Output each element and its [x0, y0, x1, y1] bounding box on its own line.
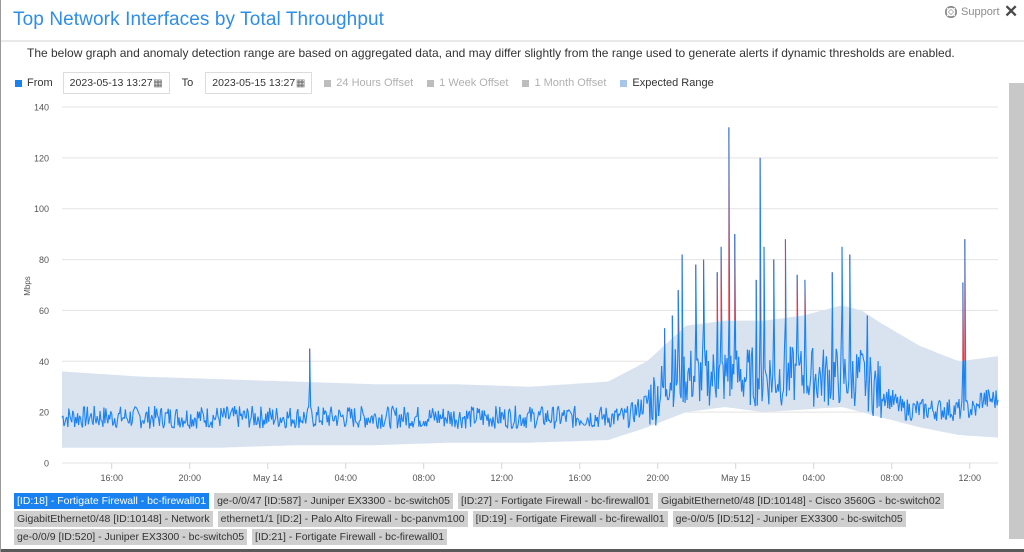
legend-item[interactable]: ge-0/0/5 [ID:512] - Juniper EX3300 - bc-… — [672, 511, 906, 527]
to-date-input[interactable]: 2023-05-15 13:27 ▦ — [205, 72, 313, 94]
svg-text:16:00: 16:00 — [100, 473, 123, 483]
svg-text:12:00: 12:00 — [958, 473, 981, 483]
toggle-swatch — [522, 79, 530, 87]
legend-item[interactable]: ethernet1/1 [ID:2] - Palo Alto Firewall … — [217, 511, 468, 527]
calendar-icon[interactable]: ▦ — [153, 77, 163, 89]
svg-text:May 14: May 14 — [253, 473, 283, 483]
offset-1m-label: 1 Month Offset — [534, 77, 607, 89]
close-icon[interactable]: ✕ — [1004, 2, 1019, 21]
chart-svg: 0 20 40 60 80 100 120 140 Mbps 16:00 20:00 May 14 04… — [23, 103, 999, 483]
svg-text:60: 60 — [39, 306, 49, 316]
from-date-value: 2023-05-13 13:27 — [69, 77, 153, 89]
throughput-chart[interactable]: 0 20 40 60 80 100 120 140 Mbps 16:00 20:00 May 14 04… — [1, 96, 1001, 486]
from-toggle[interactable]: From — [15, 77, 53, 89]
toggle-swatch — [324, 79, 332, 87]
offset-1w-toggle[interactable]: 1 Week Offset — [427, 77, 508, 89]
page-title: Top Network Interfaces by Total Throughp… — [13, 9, 385, 30]
offset-24h-toggle[interactable]: 24 Hours Offset — [324, 77, 413, 89]
support-button[interactable]: Support — [945, 6, 1000, 18]
svg-text:20: 20 — [39, 408, 49, 418]
expected-range-label: Expected Range — [632, 77, 714, 89]
legend-item[interactable]: GigabitEthernet0/48 [ID:10148] - Cisco 3… — [658, 493, 944, 509]
svg-text:08:00: 08:00 — [880, 473, 903, 483]
offset-1w-label: 1 Week Offset — [439, 77, 509, 89]
calendar-icon[interactable]: ▦ — [295, 77, 306, 89]
svg-text:100: 100 — [34, 204, 49, 214]
svg-text:40: 40 — [39, 357, 49, 367]
svg-text:140: 140 — [34, 103, 49, 113]
series-legend: [ID:18] - Fortigate Firewall - bc-firewa… — [14, 493, 1004, 547]
toggle-swatch — [427, 79, 435, 87]
chart-controls: From 2023-05-13 13:27 ▦ To 2023-05-15 13… — [15, 72, 728, 94]
svg-text:20:00: 20:00 — [646, 473, 669, 483]
from-label: From — [27, 77, 53, 89]
svg-text:04:00: 04:00 — [802, 473, 825, 483]
svg-text:80: 80 — [39, 255, 49, 265]
svg-text:04:00: 04:00 — [334, 473, 357, 483]
legend-item[interactable]: GigabitEthernet0/48 [ID:10148] - Network — [14, 511, 213, 527]
legend-item[interactable]: [ID:19] - Fortigate Firewall - bc-firewa… — [472, 511, 668, 527]
modal-header: Top Network Interfaces by Total Throughp… — [1, 0, 1024, 42]
svg-text:Mbps: Mbps — [23, 276, 32, 296]
svg-text:120: 120 — [34, 153, 49, 163]
svg-text:0: 0 — [44, 459, 49, 469]
to-label: To — [181, 77, 194, 89]
legend-item[interactable]: [ID:18] - Fortigate Firewall - bc-firewa… — [14, 493, 210, 509]
toggle-swatch — [620, 79, 628, 87]
svg-text:20:00: 20:00 — [178, 473, 201, 483]
divider — [1, 549, 1024, 552]
svg-text:12:00: 12:00 — [490, 473, 513, 483]
expected-range-toggle[interactable]: Expected Range — [620, 77, 714, 89]
to-date-value: 2023-05-15 13:27 — [212, 77, 296, 89]
series-color-swatch — [15, 79, 22, 87]
support-label: Support — [961, 6, 1000, 18]
legend-item[interactable]: [ID:21] - Fortigate Firewall - bc-firewa… — [252, 529, 448, 545]
legend-item[interactable]: ge-0/0/9 [ID:520] - Juniper EX3300 - bc-… — [14, 529, 248, 545]
svg-text:08:00: 08:00 — [412, 473, 435, 483]
from-date-input[interactable]: 2023-05-13 13:27 ▦ — [62, 72, 170, 94]
legend-item[interactable]: ge-0/0/47 [ID:587] - Juniper EX3300 - bc… — [214, 493, 453, 509]
offset-1m-toggle[interactable]: 1 Month Offset — [522, 77, 606, 89]
legend-item[interactable]: [ID:27] - Fortigate Firewall - bc-firewa… — [457, 493, 654, 509]
notice-text: The below graph and anomaly detection ra… — [27, 46, 955, 60]
svg-text:May 15: May 15 — [721, 473, 751, 483]
lifebuoy-icon — [945, 6, 957, 18]
offset-24h-label: 24 Hours Offset — [336, 77, 414, 89]
scrollbar[interactable] — [1009, 83, 1024, 539]
svg-text:16:00: 16:00 — [568, 473, 591, 483]
